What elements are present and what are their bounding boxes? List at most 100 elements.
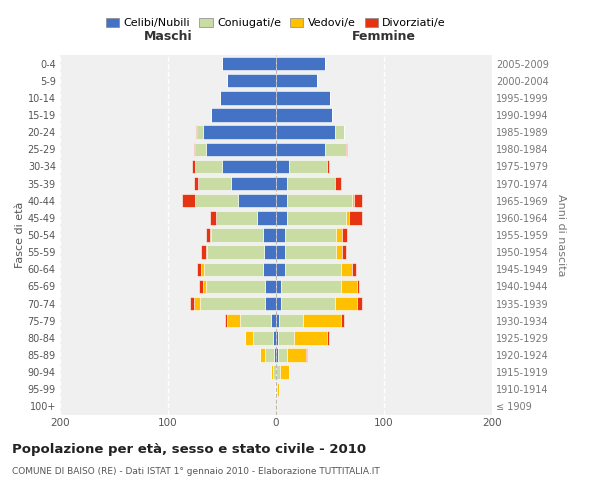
Bar <box>346 142 347 156</box>
Bar <box>279 314 303 328</box>
Bar <box>274 348 276 362</box>
Bar <box>278 331 295 344</box>
Bar <box>352 262 356 276</box>
Bar <box>276 297 281 310</box>
Bar <box>194 177 198 190</box>
Bar <box>287 194 352 207</box>
Bar <box>190 297 194 310</box>
Bar <box>337 246 342 259</box>
Bar <box>341 314 344 328</box>
Bar <box>197 126 203 139</box>
Bar <box>276 228 284 241</box>
Bar <box>306 348 307 362</box>
Bar <box>342 246 346 259</box>
Bar <box>335 177 341 190</box>
Bar <box>225 314 227 328</box>
Bar <box>349 211 362 224</box>
Bar <box>287 211 346 224</box>
Bar <box>276 177 287 190</box>
Bar <box>230 177 276 190</box>
Bar <box>203 126 276 139</box>
Bar <box>327 331 329 344</box>
Bar <box>238 194 276 207</box>
Bar <box>341 262 352 276</box>
Bar <box>284 262 341 276</box>
Bar <box>203 280 206 293</box>
Bar <box>276 246 284 259</box>
Bar <box>337 228 342 241</box>
Bar <box>215 211 257 224</box>
Bar <box>265 280 276 293</box>
Bar <box>277 382 279 396</box>
Bar <box>327 160 329 173</box>
Text: Popolazione per età, sesso e stato civile - 2010: Popolazione per età, sesso e stato civil… <box>12 442 366 456</box>
Bar <box>341 280 357 293</box>
Bar <box>276 57 325 70</box>
Bar <box>276 194 287 207</box>
Bar <box>206 246 207 259</box>
Bar <box>210 228 211 241</box>
Bar <box>198 177 230 190</box>
Bar <box>352 194 354 207</box>
Bar <box>275 382 276 396</box>
Bar <box>207 246 264 259</box>
Bar <box>260 348 265 362</box>
Bar <box>287 348 306 362</box>
Bar <box>257 211 276 224</box>
Bar <box>284 228 337 241</box>
Bar <box>211 228 263 241</box>
Bar <box>271 366 273 379</box>
Y-axis label: Anni di nascita: Anni di nascita <box>556 194 566 276</box>
Bar <box>295 331 327 344</box>
Bar <box>325 142 346 156</box>
Bar <box>199 280 203 293</box>
Y-axis label: Fasce di età: Fasce di età <box>14 202 25 268</box>
Bar <box>222 57 276 70</box>
Bar <box>280 366 289 379</box>
Bar <box>271 314 276 328</box>
Bar <box>335 126 344 139</box>
Bar <box>192 160 195 173</box>
Bar <box>276 314 279 328</box>
Bar <box>202 262 203 276</box>
Bar <box>276 74 317 88</box>
Bar <box>289 160 327 173</box>
Bar <box>211 108 276 122</box>
Bar <box>194 297 200 310</box>
Bar <box>281 297 335 310</box>
Bar <box>284 246 337 259</box>
Bar <box>227 314 241 328</box>
Bar <box>276 91 330 104</box>
Bar <box>287 177 335 190</box>
Bar <box>357 297 362 310</box>
Bar <box>342 228 347 241</box>
Bar <box>276 211 287 224</box>
Bar <box>276 348 278 362</box>
Bar <box>220 91 276 104</box>
Bar <box>273 366 276 379</box>
Bar <box>276 108 332 122</box>
Bar <box>276 126 335 139</box>
Bar <box>264 246 276 259</box>
Bar <box>281 280 341 293</box>
Bar <box>335 297 357 310</box>
Bar <box>200 297 265 310</box>
Legend: Celibi/Nubili, Coniugati/e, Vedovi/e, Divorziati/e: Celibi/Nubili, Coniugati/e, Vedovi/e, Di… <box>101 13 451 32</box>
Bar <box>195 142 206 156</box>
Bar <box>245 331 253 344</box>
Bar <box>263 228 276 241</box>
Bar <box>354 194 362 207</box>
Bar <box>203 262 263 276</box>
Bar <box>195 194 238 207</box>
Bar <box>206 280 265 293</box>
Bar <box>265 297 276 310</box>
Bar <box>202 246 206 259</box>
Bar <box>227 74 276 88</box>
Text: COMUNE DI BAISO (RE) - Dati ISTAT 1° gennaio 2010 - Elaborazione TUTTITALIA.IT: COMUNE DI BAISO (RE) - Dati ISTAT 1° gen… <box>12 468 380 476</box>
Bar <box>206 228 210 241</box>
Bar <box>263 262 276 276</box>
Bar <box>276 160 289 173</box>
Bar <box>265 348 274 362</box>
Bar <box>273 331 276 344</box>
Bar <box>276 280 281 293</box>
